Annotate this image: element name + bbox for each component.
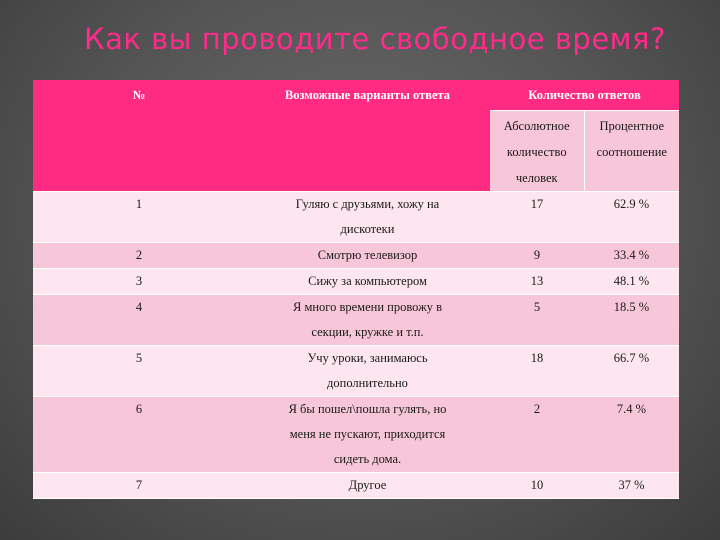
row-number: 3 (33, 268, 245, 295)
table-row: 5 Учу уроки, занимаюсь дополнительно 18 … (33, 345, 680, 397)
header-absolute: Абсолютное количество человек (490, 110, 585, 192)
row-option: Другое (245, 472, 490, 499)
row-absolute: 2 (490, 396, 584, 473)
row-absolute: 10 (490, 472, 584, 499)
header-percent: Процентное соотношение (584, 110, 680, 192)
row-absolute: 9 (490, 242, 584, 269)
table-row: 4 Я много времени провожу в секции, круж… (33, 294, 680, 346)
row-number: 1 (33, 191, 245, 243)
row-number: 7 (33, 472, 245, 499)
row-number: 5 (33, 345, 245, 397)
row-number: 4 (33, 294, 245, 346)
table-row: 1 Гуляю с друзьями, хожу на дискотеки 17… (33, 191, 680, 243)
row-number: 6 (33, 396, 245, 473)
row-percent: 7.4 % (584, 396, 680, 473)
row-percent: 62.9 % (584, 191, 680, 243)
table-row: 2 Смотрю телевизор 9 33.4 % (33, 242, 680, 269)
header-number: № (33, 80, 245, 192)
row-percent: 18.5 % (584, 294, 680, 346)
row-percent: 48.1 % (584, 268, 680, 295)
row-percent: 37 % (584, 472, 680, 499)
header-options: Возможные варианты ответа (245, 80, 490, 192)
row-percent: 66.7 % (584, 345, 680, 397)
row-option: Я бы пошел\пошла гулять, но меня не пуск… (245, 396, 490, 473)
row-number: 2 (33, 242, 245, 269)
row-option: Сижу за компьютером (245, 268, 490, 295)
row-absolute: 18 (490, 345, 584, 397)
row-option: Смотрю телевизор (245, 242, 490, 269)
row-absolute: 17 (490, 191, 584, 243)
row-absolute: 13 (490, 268, 584, 295)
table-subheader-row: Абсолютное количество человек Процентное… (33, 110, 680, 192)
row-option: Я много времени провожу в секции, кружке… (245, 294, 490, 346)
row-absolute: 5 (490, 294, 584, 346)
header-count: Количество ответов (490, 80, 680, 111)
survey-table: № Возможные варианты ответа Количество о… (33, 80, 680, 499)
row-option: Гуляю с друзьями, хожу на дискотеки (245, 191, 490, 243)
row-percent: 33.4 % (584, 242, 680, 269)
row-option: Учу уроки, занимаюсь дополнительно (245, 345, 490, 397)
table-row: 6 Я бы пошел\пошла гулять, но меня не пу… (33, 396, 680, 473)
table-header-row: № Возможные варианты ответа Количество о… (33, 80, 680, 192)
table-row: 3 Сижу за компьютером 13 48.1 % (33, 268, 680, 295)
slide-title: Как вы проводите свободное время? (84, 22, 666, 56)
table-row: 7 Другое 10 37 % (33, 472, 680, 499)
